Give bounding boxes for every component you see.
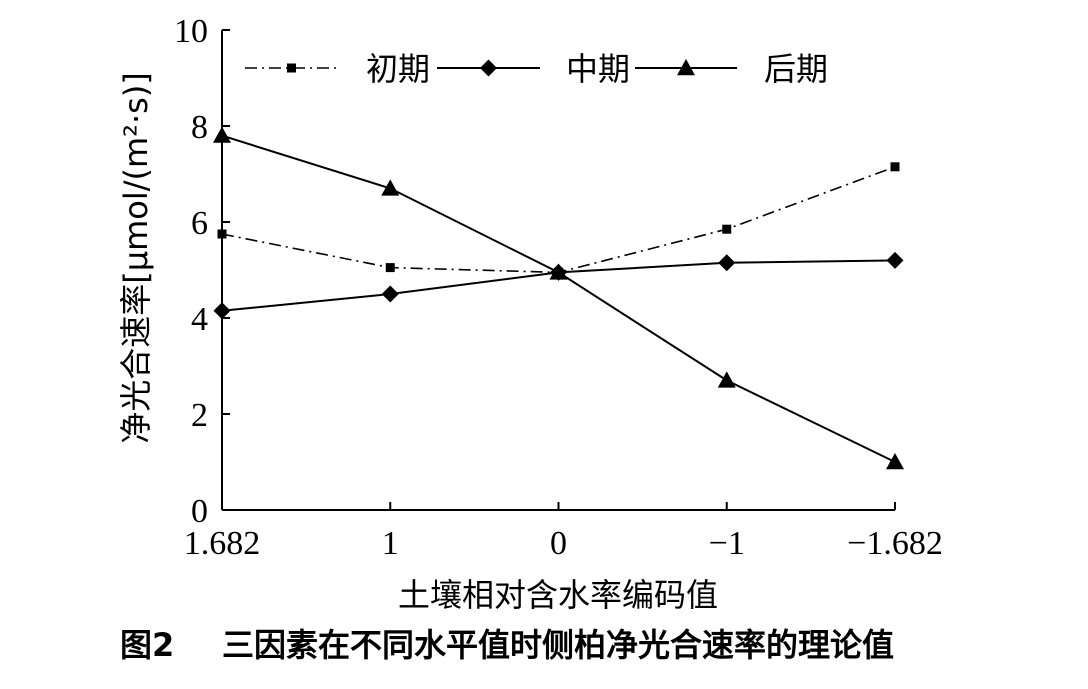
- legend-label: 初期: [366, 50, 430, 88]
- y-tick-label: 4: [191, 301, 208, 338]
- x-tick-label: 1.682: [184, 525, 261, 562]
- series-line: [221, 166, 896, 274]
- figure-title: 三因素在不同水平值时侧柏净光合速率的理论值: [222, 626, 895, 664]
- y-tick-label: 0: [191, 493, 208, 530]
- data-point: [722, 224, 732, 234]
- legend-label: 中期: [566, 50, 630, 88]
- figure-number: 图2: [120, 626, 175, 664]
- y-tick-label: 10: [174, 13, 208, 50]
- y-tick-label: 8: [191, 109, 208, 146]
- figure-caption: 图2 三因素在不同水平值时侧柏净光合速率的理论值: [0, 620, 1088, 670]
- data-point: [381, 179, 400, 196]
- data-point: [886, 251, 904, 269]
- legend-marker: [287, 63, 296, 73]
- x-tick-label: 0: [550, 525, 567, 562]
- y-tick-label: 2: [191, 397, 208, 434]
- data-point: [718, 254, 736, 272]
- y-tick-label: 6: [191, 205, 208, 242]
- data-point: [213, 126, 231, 143]
- data-point: [717, 371, 736, 388]
- series-line: [221, 134, 896, 463]
- x-tick-label: −1.682: [847, 525, 943, 562]
- legend-marker: [480, 59, 497, 77]
- series-3: [213, 126, 904, 470]
- series-layer: [213, 126, 904, 470]
- data-point: [890, 162, 900, 172]
- legend-item: 后期: [635, 50, 828, 88]
- series-1: [217, 162, 900, 277]
- data-point: [886, 453, 904, 470]
- data-point: [217, 229, 227, 239]
- y-axis-title: 净光合速率[μmol/(m²·s)]: [117, 72, 155, 444]
- series-2: [213, 251, 904, 320]
- x-axis-title: 土壤相对含水率编码值: [398, 576, 718, 614]
- legend-label: 后期: [764, 50, 828, 88]
- data-point: [381, 285, 399, 303]
- legend-item: 初期: [245, 50, 430, 88]
- data-point: [213, 302, 231, 320]
- data-point: [385, 263, 395, 273]
- x-tick-label: 1: [382, 525, 399, 562]
- x-tick-label: −1: [709, 525, 745, 562]
- data-point: [549, 263, 568, 280]
- legend: 初期 中期 后期: [245, 50, 828, 88]
- legend-marker: [677, 59, 695, 76]
- legend-item: 中期: [437, 50, 630, 88]
